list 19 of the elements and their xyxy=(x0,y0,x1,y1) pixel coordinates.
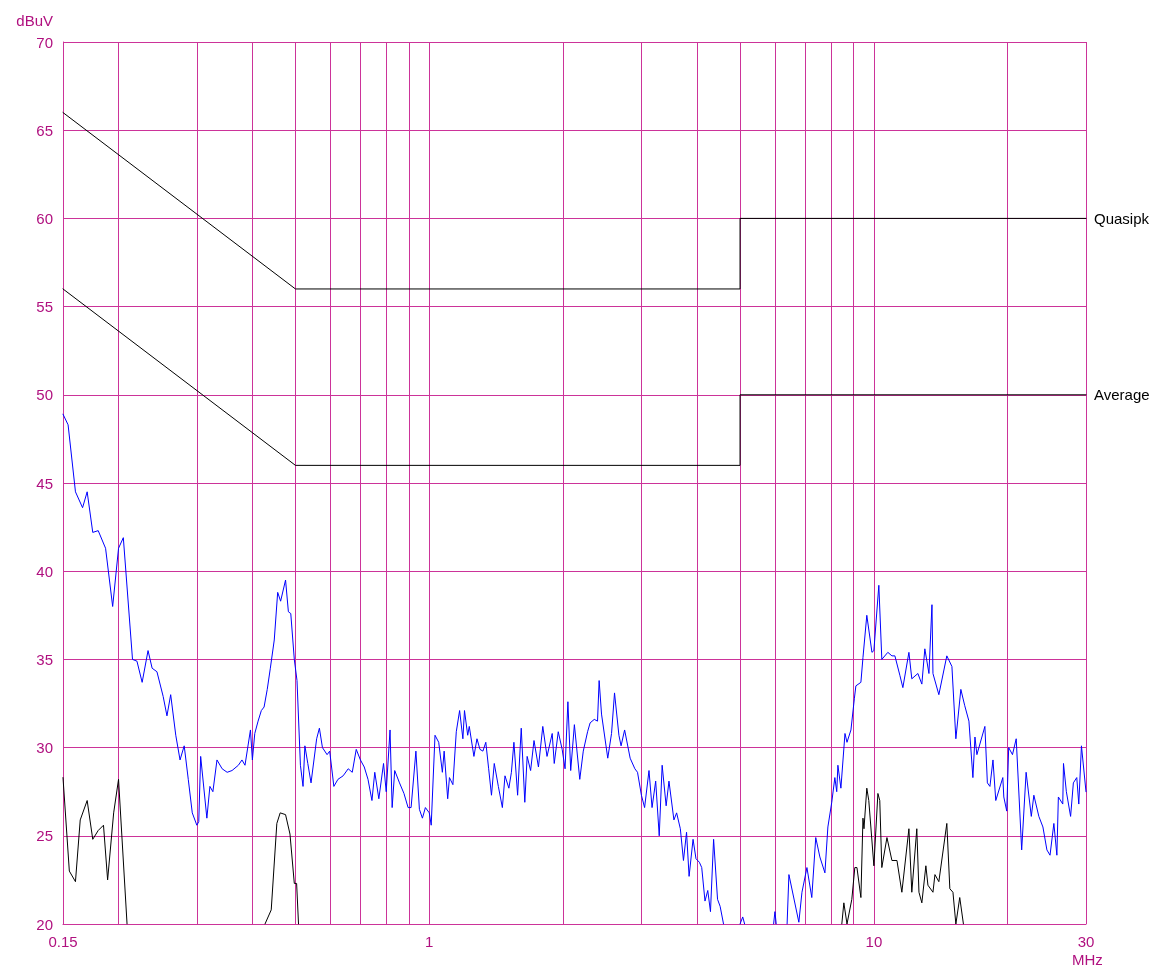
y-tick-label: 40 xyxy=(36,562,53,580)
y-axis-title: dBuV xyxy=(16,12,53,29)
y-tick-label: 55 xyxy=(36,298,53,316)
y-tick-label: 35 xyxy=(36,650,53,668)
y-tick-label: 25 xyxy=(36,827,53,845)
y-tick-label: 65 xyxy=(36,121,53,139)
y-tick-label: 50 xyxy=(36,386,53,404)
y-tick-label: 70 xyxy=(36,33,53,51)
y-tick-label: 30 xyxy=(36,739,53,757)
series-label: Quasipk xyxy=(1094,209,1150,227)
x-axis-title: MHz xyxy=(1072,951,1103,968)
y-tick-label: 45 xyxy=(36,474,53,492)
y-tick-label: 60 xyxy=(36,209,53,227)
series-label: Average xyxy=(1094,386,1150,404)
y-tick-label: 20 xyxy=(36,915,53,933)
x-tick-label: 10 xyxy=(865,933,883,950)
x-tick-label: 1 xyxy=(425,933,434,950)
x-tick-label: 30 xyxy=(1077,933,1095,950)
x-tick-label: 0.15 xyxy=(48,933,78,950)
